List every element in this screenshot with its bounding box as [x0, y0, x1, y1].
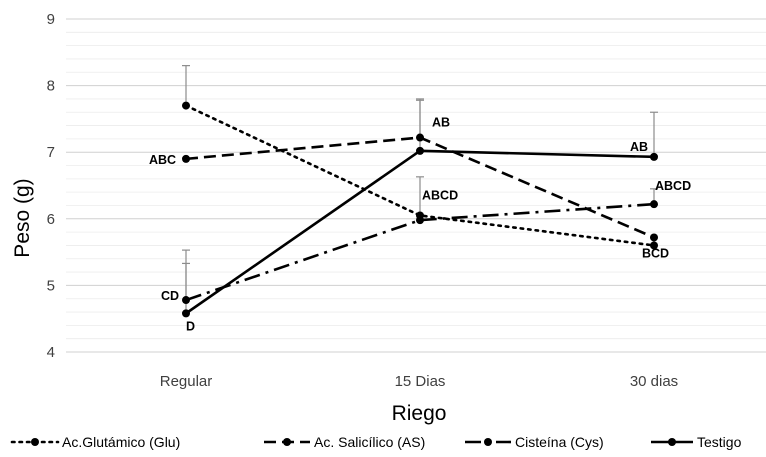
y-tick-label: 6 [47, 211, 55, 228]
legend-item: Cisteína (Cys) [465, 434, 604, 450]
y-tick-label: 4 [47, 344, 55, 361]
y-tick-label: 5 [47, 277, 55, 294]
annotation-label: AB [630, 140, 648, 154]
error-bars [182, 65, 658, 314]
gridlines [66, 18, 766, 353]
legend-label: Cisteína (Cys) [515, 434, 604, 450]
data-point [416, 216, 424, 225]
legend-item: Ac.Glutámico (Glu) [10, 434, 180, 450]
data-point [182, 309, 190, 318]
data-point [182, 296, 190, 305]
legend-item: Ac. Salicílico (AS) [264, 434, 425, 450]
x-axis-ticks: Regular 15 Dias 30 dias [160, 373, 678, 390]
y-tick-label: 7 [47, 144, 55, 161]
legend-marker [668, 438, 676, 446]
legend-marker [484, 438, 492, 446]
series-lines [182, 101, 658, 318]
annotation-label: BCD [642, 246, 669, 260]
x-tick-label: Regular [160, 373, 213, 390]
annotation-label: AB [432, 116, 450, 130]
annotation-label: ABC [149, 153, 176, 167]
data-point [182, 101, 190, 110]
legend-item: Testigo [651, 434, 742, 450]
data-point [650, 241, 658, 250]
data-point [650, 200, 658, 209]
x-tick-label: 15 Dias [395, 373, 446, 390]
legend-marker [283, 438, 291, 446]
legend-marker [31, 438, 39, 446]
series-line [185, 202, 655, 302]
data-point [416, 146, 424, 155]
y-axis-title: Peso (g) [11, 178, 34, 257]
x-tick-label: 30 dias [630, 373, 678, 390]
significance-annotations: ABC CD D AB ABCD AB ABCD BCD [149, 116, 691, 334]
legend-label: Ac.Glutámico (Glu) [62, 434, 180, 450]
data-point [650, 152, 658, 161]
legend-label: Testigo [697, 434, 742, 450]
y-tick-label: 8 [47, 78, 55, 95]
annotation-label: D [186, 319, 195, 333]
annotation-label: ABCD [422, 188, 458, 202]
y-tick-label: 9 [47, 11, 55, 28]
data-point [650, 233, 658, 242]
x-axis-title: Riego [392, 402, 447, 425]
data-point [182, 154, 190, 163]
annotation-label: ABCD [655, 179, 691, 193]
data-point [416, 133, 424, 142]
legend-label: Ac. Salicílico (AS) [314, 434, 425, 450]
legend: Ac.Glutámico (Glu) Ac. Salicílico (AS) Cis… [10, 434, 742, 450]
annotation-label: CD [161, 289, 179, 303]
y-axis-ticks: 4 5 6 7 8 9 [47, 11, 55, 361]
